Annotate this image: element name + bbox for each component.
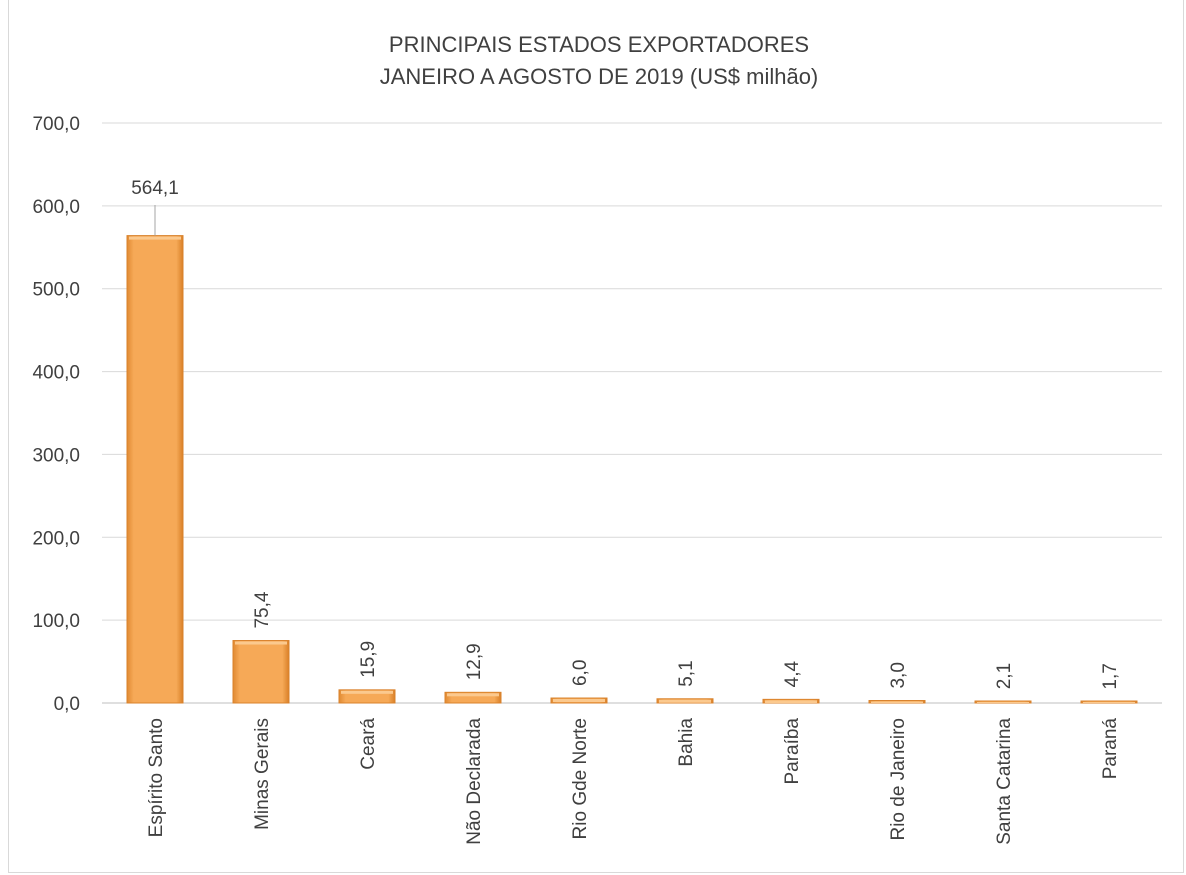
bar [444,691,502,704]
chart-frame [8,0,1184,873]
bar-bevel [235,641,287,645]
bar-bevel [659,699,711,703]
bar-bevel [341,690,393,694]
x-tick-label: Paraíba [782,718,803,785]
y-tick-label: 300,0 [32,445,80,466]
x-tick-label: Minas Gerais [252,718,273,830]
data-label: 12,9 [464,643,485,680]
bar [232,640,290,704]
y-tick-label: 600,0 [32,197,80,218]
data-label: 564,1 [131,178,179,199]
bar [126,235,184,704]
y-axis-ticks: 0,0 100,0 200,0 300,0 400,0 500,0 600,0 700,0 [32,114,80,715]
data-label: 1,7 [1100,663,1121,689]
y-tick-label: 700,0 [32,114,80,135]
category-labels: Espírito Santo Minas Gerais Ceará Não Decla… [146,718,1121,845]
x-tick-label: Não Declarada [464,718,485,845]
y-tick-label: 400,0 [32,363,80,384]
y-tick-label: 100,0 [32,611,80,632]
data-label: 4,4 [782,661,803,688]
data-labels: 564,1 75,4 15,9 12,9 6,0 5,1 4,4 3,0 2,1 1,7 [131,178,1121,690]
y-tick-label: 0,0 [54,694,80,715]
y-tick-label: 200,0 [32,528,80,549]
data-label: 15,9 [358,641,379,678]
chart-subtitle: JANEIRO A AGOSTO DE 2019 (US$ milhão) [380,64,819,89]
x-tick-label: Espírito Santo [146,718,167,837]
bar-bevel [871,701,923,703]
chart-title: PRINCIPAIS ESTADOS EXPORTADORES [389,32,809,57]
bar-bevel [553,699,605,703]
x-tick-label: Bahia [676,718,697,767]
bar-bevel [129,236,181,240]
data-label: 6,0 [570,660,591,686]
data-label: 75,4 [252,591,273,628]
x-tick-label: Rio de Janeiro [888,718,909,841]
data-label: 2,1 [994,663,1015,689]
data-label: 3,0 [888,662,909,688]
x-tick-label: Santa Catarina [994,718,1015,845]
y-tick-label: 500,0 [32,280,80,301]
bar-bevel [977,702,1029,703]
x-tick-label: Ceará [358,718,379,770]
bar-bevel [447,693,499,697]
data-label: 5,1 [676,660,697,686]
bars [126,235,1138,704]
x-tick-label: Paraná [1100,718,1121,780]
x-tick-label: Rio Gde Norte [570,718,591,839]
bar-bevel [1083,702,1135,703]
bar-bevel [765,700,817,703]
